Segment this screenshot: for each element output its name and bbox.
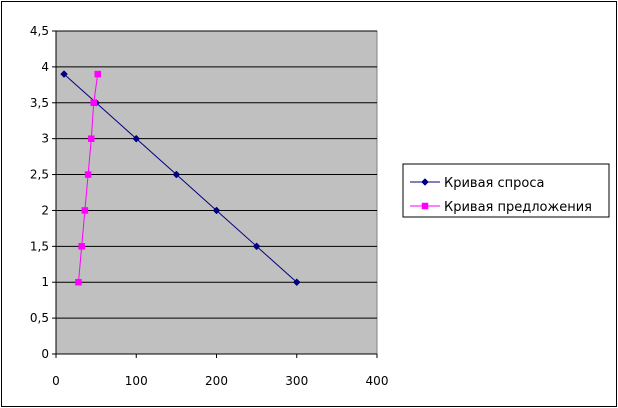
legend-marker [421,178,429,186]
plot-area [55,30,378,355]
x-tick-label: 100 [125,374,148,388]
legend-marker [421,202,429,210]
y-tick-label: 0,5 [30,311,49,325]
gridlines [56,30,377,319]
data-point [90,99,97,107]
y-tick-label: 4,5 [30,24,49,38]
x-tick-label: 200 [205,374,228,388]
data-point [75,278,82,286]
y-tick-label: 4 [41,60,49,74]
series-2 [75,70,101,286]
data-point [81,207,89,214]
data-point [252,242,261,251]
x-tick-label: 300 [285,374,308,388]
legend: Кривая спроса Кривая предложения [402,163,610,218]
y-tick-label: 2 [41,203,49,217]
y-tick-label: 0 [41,347,49,361]
legend-label: Кривая предложения [444,200,592,215]
data-point [172,170,181,179]
data-point [84,171,92,178]
data-point [132,134,141,143]
y-tick-label: 1,5 [30,239,49,253]
data-point [88,135,95,142]
y-axis-ticks: 0 0,5 1 1,5 2 2,5 3 3,5 4 4,5 [30,24,56,361]
legend-label: Кривая спроса [444,176,544,191]
x-tick-label: 0 [52,374,60,388]
y-tick-label: 3 [41,132,49,146]
x-axis-ticks: 0 100 200 300 400 [52,354,388,388]
data-point [212,206,221,215]
data-point [78,243,85,250]
y-tick-label: 3,5 [30,96,49,110]
series-layer [60,70,301,287]
legend-box [402,163,610,218]
y-tick-label: 1 [41,275,49,289]
data-point [94,70,101,78]
data-point [292,278,301,287]
y-tick-label: 2,5 [30,168,49,182]
x-tick-label: 400 [366,374,389,388]
data-point [60,70,68,78]
